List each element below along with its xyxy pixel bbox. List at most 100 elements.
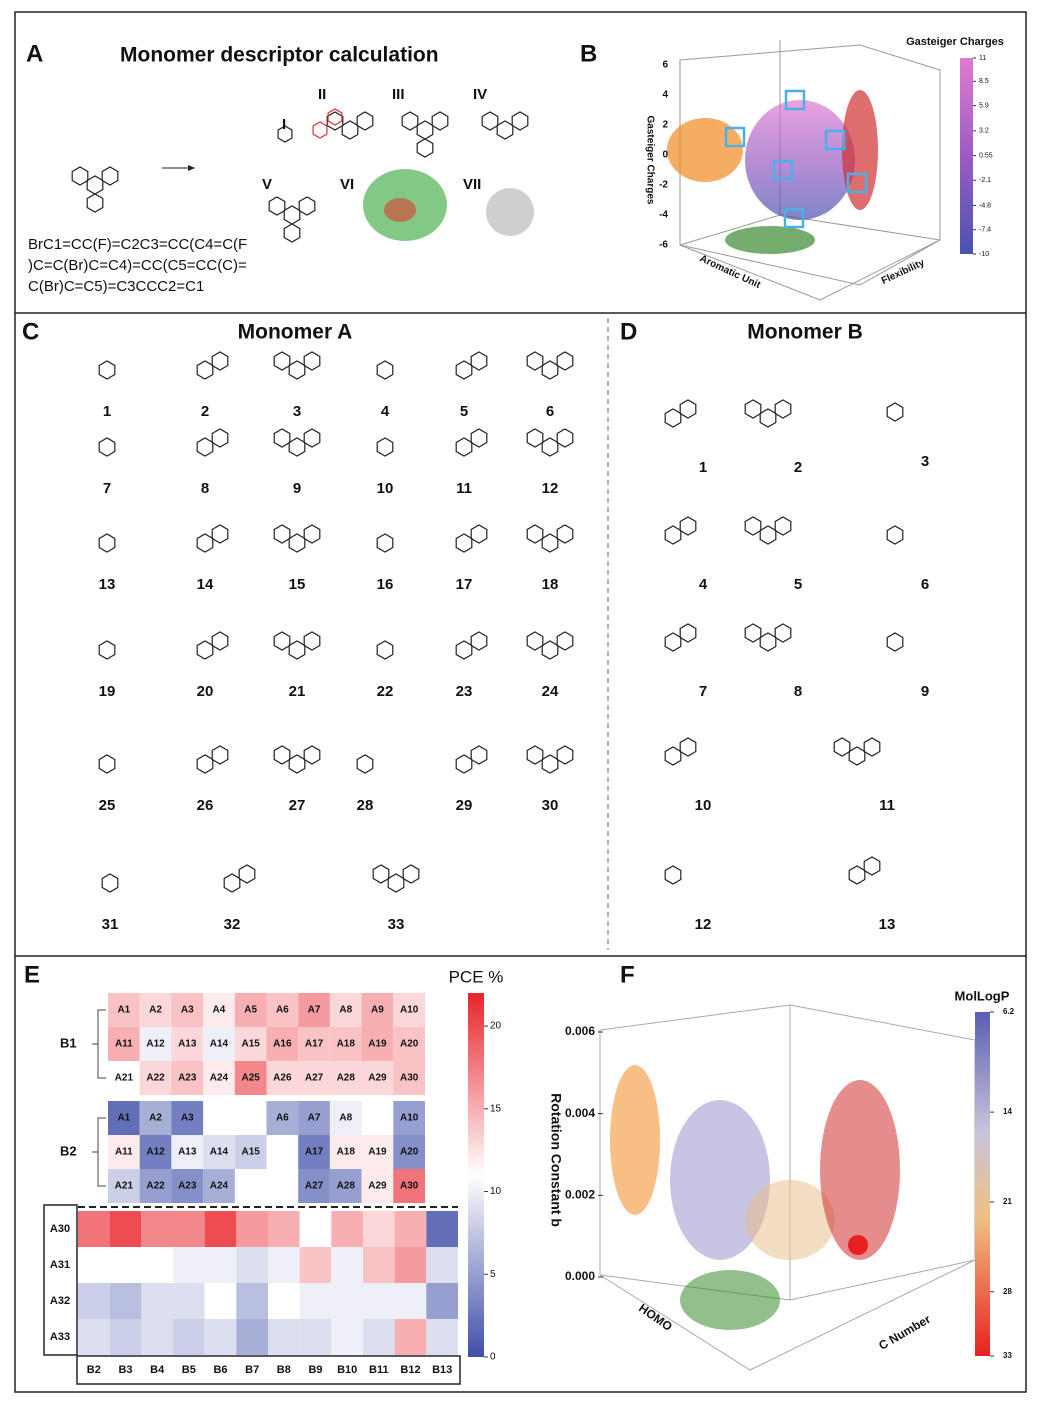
- ring: [455, 640, 473, 660]
- heat-cell: [361, 993, 394, 1027]
- ring: [774, 399, 792, 419]
- heat-cell: [203, 1027, 235, 1061]
- ring: [376, 640, 394, 660]
- ring: [298, 196, 316, 216]
- heat-cell: [299, 1247, 332, 1283]
- heat-cell: [141, 1211, 173, 1247]
- group-label: B1: [60, 1035, 77, 1050]
- heat-cell: [78, 1211, 110, 1247]
- col-label: B10: [337, 1364, 357, 1376]
- heat-cell: [171, 1169, 204, 1203]
- numeral: III: [392, 86, 405, 103]
- panel-label: C: [22, 318, 39, 345]
- heat-cell: [426, 1211, 458, 1247]
- esp-surface: [384, 198, 416, 222]
- monomer-number: 11: [879, 797, 895, 814]
- monomer-number: 18: [542, 576, 559, 593]
- ring: [416, 120, 434, 140]
- heat-cell: [234, 993, 267, 1027]
- ring: [470, 351, 488, 371]
- cell-label: A12: [146, 1039, 165, 1050]
- monomer-number: 1: [699, 459, 707, 476]
- heat-cell: [299, 1283, 332, 1319]
- ring: [288, 437, 306, 457]
- point-cloud: [610, 1065, 660, 1215]
- highlight-box: [784, 89, 806, 111]
- heat-cell: [394, 1247, 427, 1283]
- heat-cell: [298, 993, 330, 1027]
- ring: [196, 754, 214, 774]
- ring: [71, 166, 89, 186]
- row-label: A33: [50, 1331, 70, 1343]
- heat-cell: [363, 1319, 395, 1355]
- colorbar: [975, 1012, 990, 1356]
- monomer-number: 32: [224, 916, 241, 933]
- ring: [833, 737, 851, 757]
- monomer-number: 12: [695, 916, 712, 933]
- ring: [196, 533, 214, 553]
- heat-cell: [329, 1027, 362, 1061]
- ring: [481, 111, 499, 131]
- heat-cell: [426, 1283, 458, 1319]
- colorbar-tick-label: 20: [490, 1021, 502, 1032]
- cell-label: A6: [276, 1113, 289, 1124]
- y-tick-label: 4: [662, 90, 668, 101]
- heat-cell: [109, 1247, 142, 1283]
- cell-label: A9: [371, 1005, 384, 1016]
- ring: [664, 632, 682, 652]
- heat-cell: [173, 1211, 205, 1247]
- colorbar-title: MolLogP: [955, 988, 1010, 1003]
- ring: [326, 111, 344, 131]
- point-cloud: [842, 90, 878, 210]
- heat-cell: [109, 1319, 142, 1355]
- ring: [273, 351, 291, 371]
- frame: [14, 11, 1027, 1393]
- ring: [470, 745, 488, 765]
- cell-label: A13: [178, 1147, 197, 1158]
- ring: [886, 402, 904, 422]
- ring: [455, 533, 473, 553]
- axis-label: C Number: [876, 1312, 933, 1353]
- heat-cell: [298, 1027, 330, 1061]
- heat-cell: [394, 1319, 427, 1355]
- cell-label: A11: [115, 1147, 133, 1158]
- heat-cell: [298, 1169, 330, 1203]
- monomer-number: 6: [921, 576, 929, 593]
- ring: [679, 737, 697, 757]
- ring: [372, 864, 390, 884]
- monomer-number: 26: [197, 797, 214, 814]
- heat-cell: [234, 1135, 267, 1169]
- ring: [744, 399, 762, 419]
- monomer-number: 7: [103, 480, 111, 497]
- colorbar-tick-label: 0.55: [979, 152, 993, 159]
- ring: [556, 631, 574, 651]
- heat-cell: [171, 1135, 204, 1169]
- colorbar-tick-label: 5: [490, 1269, 496, 1280]
- cell-label: A30: [400, 1181, 419, 1192]
- cell-label: A1: [117, 1005, 130, 1016]
- heat-cell: [329, 1061, 362, 1095]
- highlight-box: [783, 207, 805, 229]
- heat-cell: [139, 1135, 172, 1169]
- ring: [283, 223, 301, 243]
- ring: [101, 873, 119, 893]
- heat-cell: [203, 1169, 235, 1203]
- col-label: B2: [87, 1364, 101, 1376]
- cell-label: A25: [241, 1073, 260, 1084]
- colorbar: [468, 993, 484, 1357]
- ring: [556, 351, 574, 371]
- heat-cell: [331, 1283, 363, 1319]
- ring: [679, 623, 697, 643]
- heat-cell: [141, 1283, 173, 1319]
- colorbar-tick-label: 33: [1003, 1351, 1012, 1360]
- ring: [541, 437, 559, 457]
- cell-label: A4: [213, 1005, 226, 1016]
- heat-cell: [361, 1027, 394, 1061]
- monomer-number: 27: [289, 797, 306, 814]
- axis-label: Aromatic Unit: [698, 253, 763, 291]
- cell-label: A24: [210, 1181, 229, 1192]
- cell-label: A29: [368, 1181, 387, 1192]
- ring: [98, 360, 116, 380]
- monomer-number: 2: [794, 459, 802, 476]
- heat-cell: [266, 1101, 299, 1135]
